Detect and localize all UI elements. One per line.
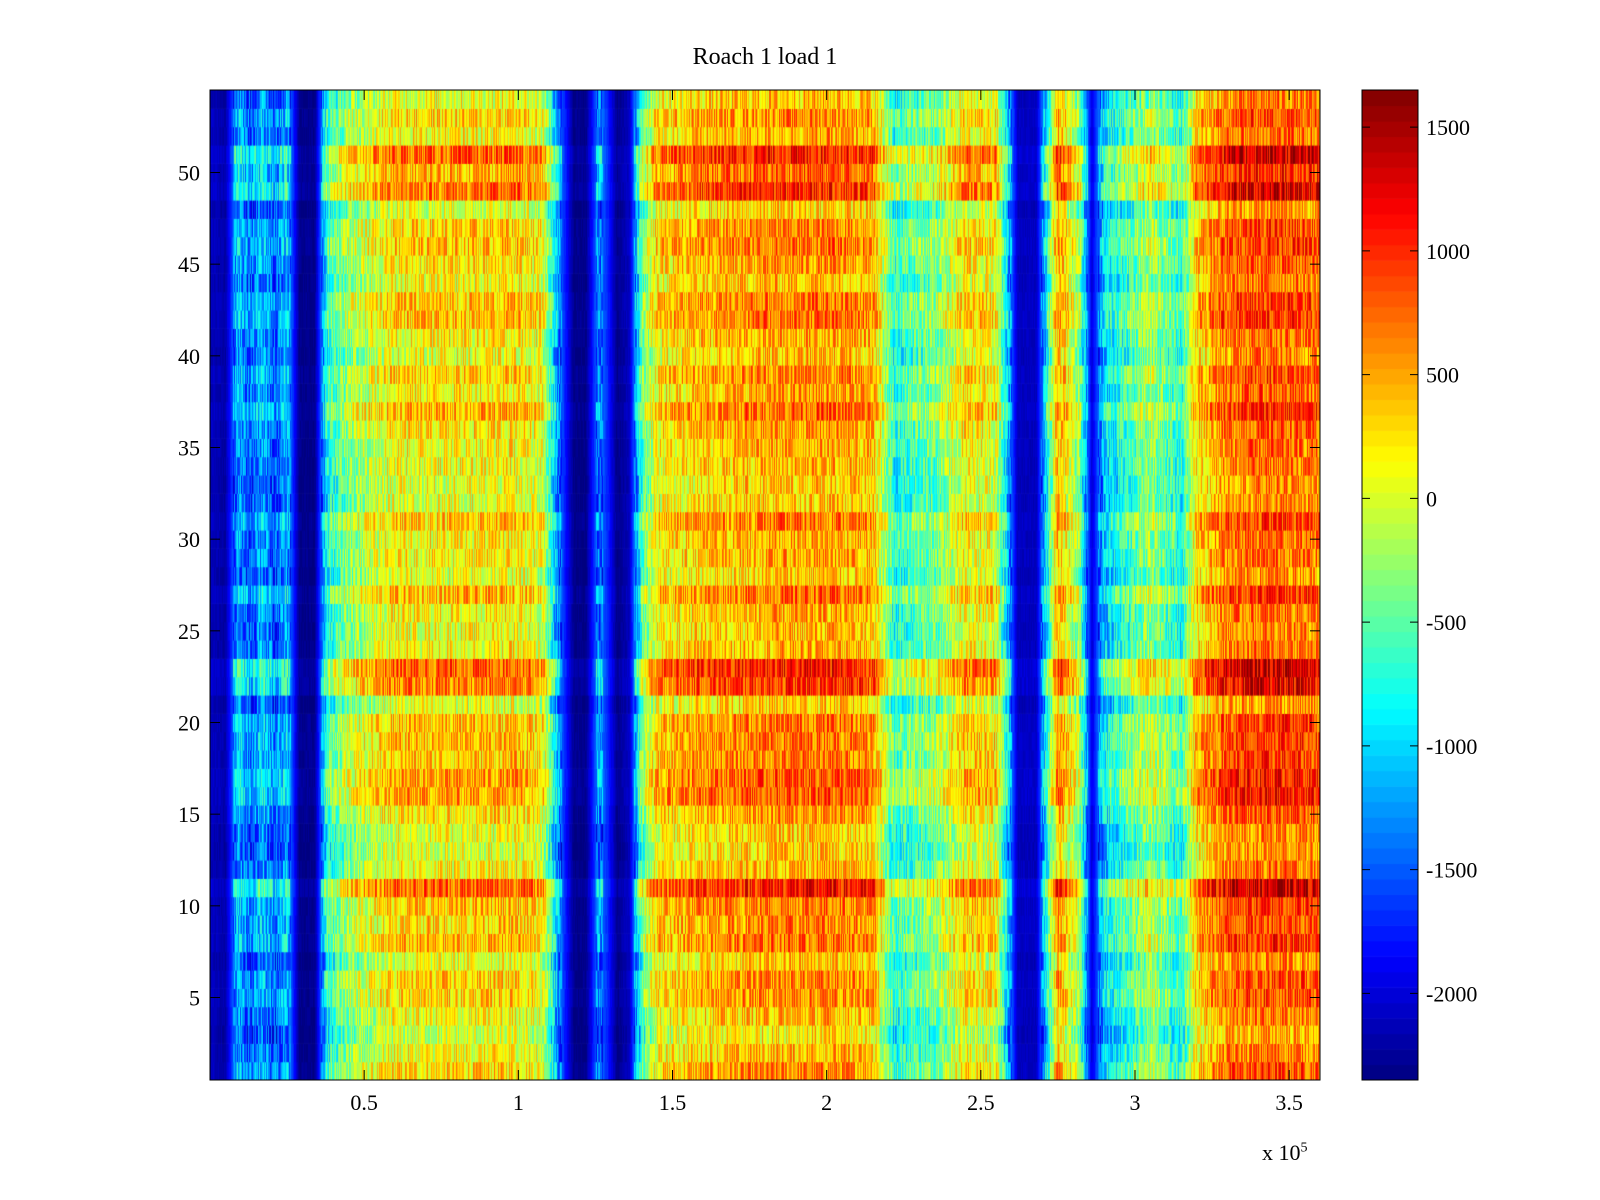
x-tick-label: 1 [513,1090,524,1115]
colorbar-tick-label: -1500 [1426,858,1477,883]
x-tick-label: 3 [1130,1090,1141,1115]
plot-axes: 0.5 1 1.5 2 2.5 3 3.5 5 10 15 20 25 30 35 40 45 50 [178,89,1321,1115]
y-tick-label: 50 [178,161,200,186]
colorbar-tick-label: 0 [1426,486,1437,511]
colorbar: 1500 1000 500 0 -500 -1000 -1500 -2000 [1361,89,1477,1081]
colorbar-tick-label: -1000 [1426,734,1477,759]
colorbar-tick-label: -2000 [1426,981,1477,1006]
colorbar-gradient [1362,90,1418,1080]
y-tick-label: 30 [178,527,200,552]
plot-border [209,89,1321,1081]
x-tick-label: 0.5 [350,1090,378,1115]
colorbar-tick-label: -500 [1426,610,1466,635]
y-tick-label: 35 [178,436,200,461]
x-tick-label: 2.5 [967,1090,995,1115]
x-tick-label: 2 [821,1090,832,1115]
x-axis-multiplier-exponent: 5 [1300,1140,1308,1156]
y-tick-label: 20 [178,711,200,736]
colorbar-tick-label: 1000 [1426,239,1470,264]
x-axis-multiplier-base: x 10 [1262,1140,1301,1165]
plot-area: 0.5 1 1.5 2 2.5 3 3.5 5 10 15 20 25 30 35 40 45 50 [178,89,1321,1115]
y-tick-label: 5 [189,986,200,1011]
y-tick-label: 15 [178,802,200,827]
x-tick-label: 1.5 [659,1090,687,1115]
colorbar-axes: 1500 1000 500 0 -500 -1000 -1500 -2000 [1361,89,1477,1081]
x-tick-label: 3.5 [1275,1090,1303,1115]
y-tick-label: 45 [178,252,200,277]
colorbar-tick-label: 500 [1426,363,1459,388]
colorbar-tick-label: 1500 [1426,115,1470,140]
chart-title: Roach 1 load 1 [692,44,838,70]
y-tick-label: 25 [178,619,200,644]
y-tick-label: 40 [178,344,200,369]
y-tick-label: 10 [178,894,200,919]
colorbar-border [1361,89,1419,1081]
x-axis-multiplier: x 105 [1262,1140,1308,1166]
heatmap-image [210,90,1320,1080]
